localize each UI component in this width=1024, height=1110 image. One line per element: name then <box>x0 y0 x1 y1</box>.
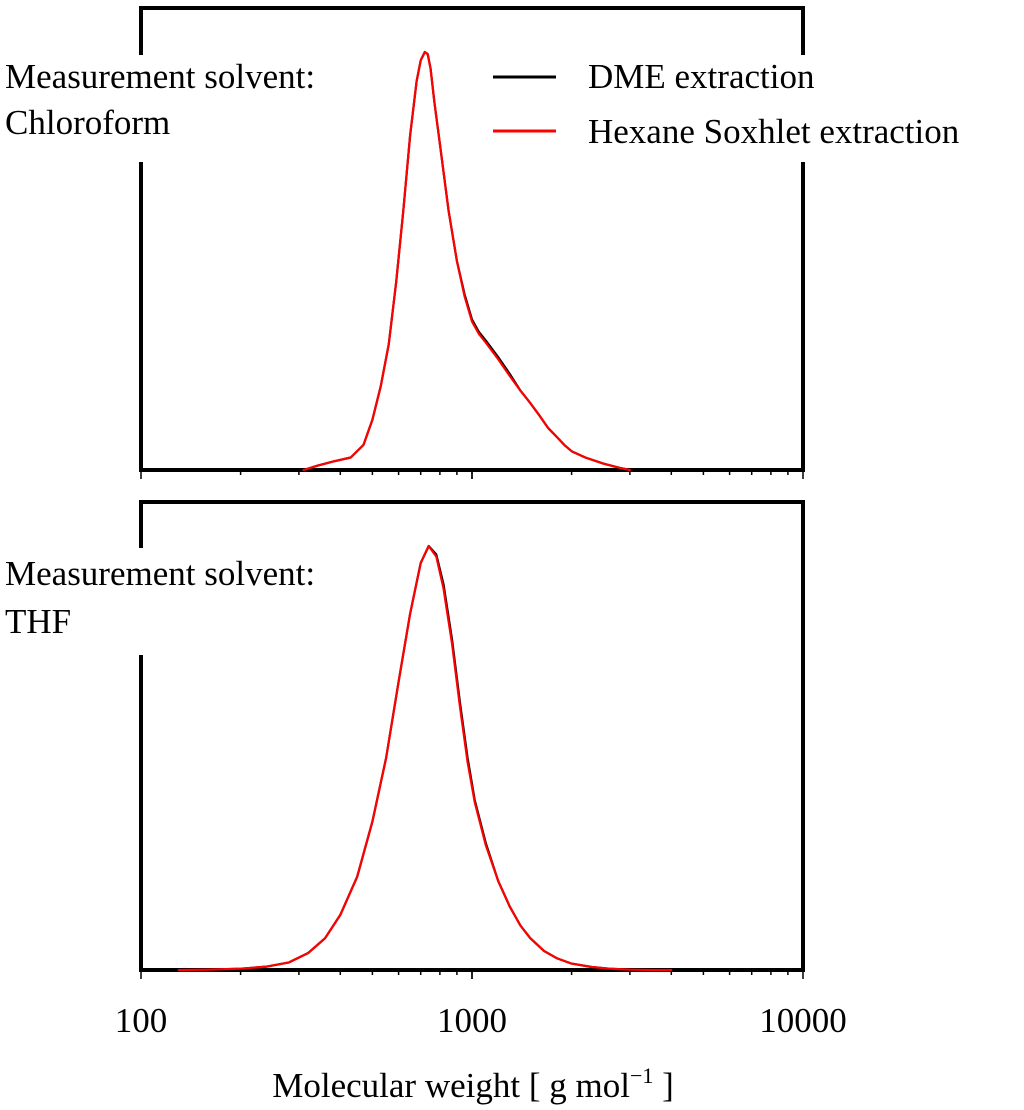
series-line-hexane-thf <box>177 544 673 972</box>
x-axis-title-main: Molecular weight [ g mol <box>272 1066 630 1105</box>
legend-label-dme: DME extraction <box>588 57 814 96</box>
legend-label-hexane: Hexane Soxhlet extraction <box>588 112 959 151</box>
panel-top-series <box>302 50 631 472</box>
x-axis-title-end: ] <box>653 1066 673 1105</box>
panel-bottom-annotation-line2: THF <box>5 602 71 641</box>
series-line-hexane-chloroform <box>302 50 631 472</box>
panel-bottom-annotation-line1: Measurement solvent: <box>5 554 315 593</box>
panel-top-ticks <box>140 470 804 479</box>
legend: DME extraction Hexane Soxhlet extraction <box>493 57 959 151</box>
x-axis-title-superscript: −1 <box>630 1063 653 1088</box>
x-axis-title: Molecular weight [ g mol−1 ] <box>272 1063 674 1105</box>
panel-top-annotation-line1: Measurement solvent: <box>5 57 315 96</box>
x-tick-label-1000: 1000 <box>437 1001 507 1040</box>
x-tick-labels: 100 1000 10000 <box>115 1001 847 1040</box>
panel-top-annotation-line2: Chloroform <box>5 103 170 142</box>
panel-bottom-series <box>177 544 673 972</box>
panel-bottom: Measurement solvent: THF <box>5 500 805 979</box>
panel-bottom-ticks <box>140 970 804 979</box>
series-line-dme-thf <box>177 544 673 972</box>
x-tick-label-100: 100 <box>115 1001 168 1040</box>
series-line-dme-chloroform <box>302 50 631 472</box>
x-tick-label-10000: 10000 <box>759 1001 847 1040</box>
panel-top: Measurement solvent: Chloroform <box>5 6 805 479</box>
panel-bottom-frame <box>139 500 805 972</box>
